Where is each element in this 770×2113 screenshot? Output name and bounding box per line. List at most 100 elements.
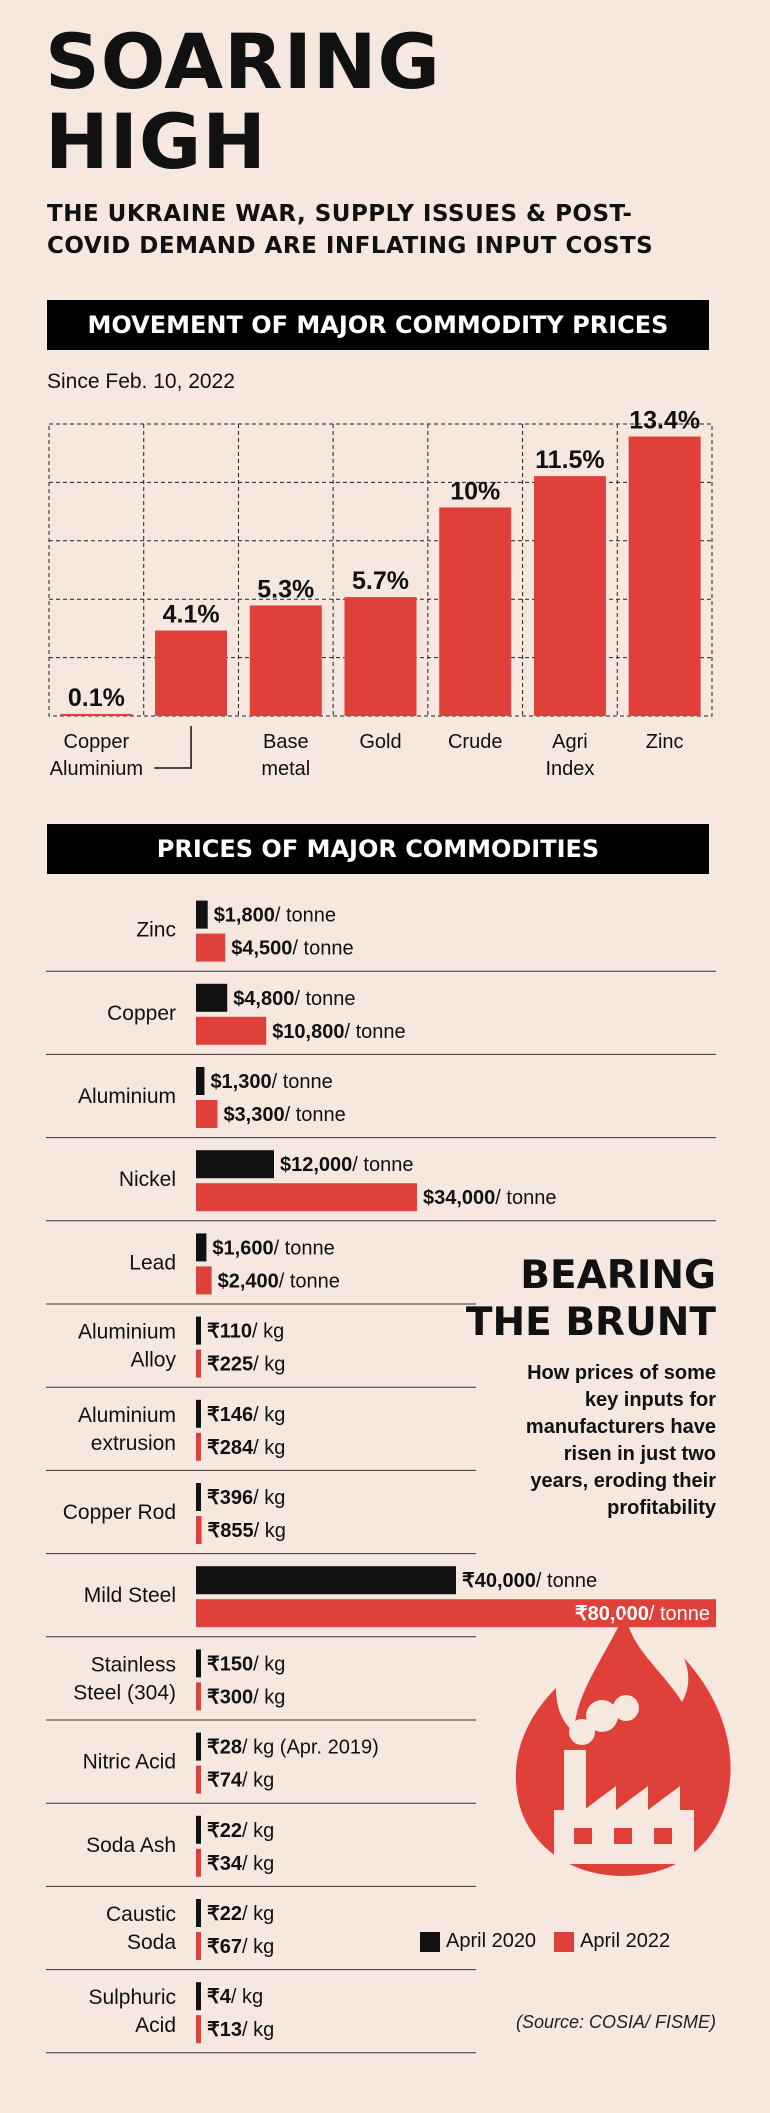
- bar-april-2020: [196, 1899, 201, 1927]
- value-unit: / tonne: [352, 1154, 413, 1176]
- bar-april-2020: [196, 1233, 207, 1262]
- value-label-2020: ₹150/ kg: [207, 1653, 285, 1675]
- value-amount: ₹225: [207, 1354, 253, 1376]
- commodity-row-0: Zinc$1,800/ tonne$4,500/ tonne: [46, 900, 716, 972]
- value-unit: / kg (Apr. 2019): [242, 1737, 379, 1759]
- legend-swatch-2022: [554, 1931, 575, 1952]
- bar-april-2020: [196, 1399, 201, 1428]
- value-amount: ₹22: [207, 1820, 242, 1842]
- bar-april-2020: [196, 1483, 201, 1511]
- value-unit: / tonne: [495, 1187, 556, 1209]
- value-amount: ₹284: [207, 1437, 254, 1459]
- value-amount: ₹150: [207, 1653, 253, 1675]
- bar-april-2020: [196, 1566, 456, 1595]
- bar-april-2020: [196, 1982, 201, 2011]
- value-unit: / tonne: [292, 938, 353, 960]
- subtitle-line1: THE UKRAINE WAR, SUPPLY ISSUES & POST-: [47, 201, 633, 227]
- value-label-2022: $34,000/ tonne: [423, 1187, 556, 1209]
- value-amount: ₹67: [207, 1936, 242, 1958]
- legend-swatch-2020: [420, 1931, 440, 1952]
- commodity-name: Alloy: [130, 1349, 176, 1372]
- bar-april-2020: [196, 1815, 201, 1844]
- bar-april-2022: [196, 1183, 417, 1212]
- bar-value-label-5: 11.5%: [535, 446, 605, 474]
- commodity-name: Aluminium: [78, 1321, 176, 1344]
- bar-6: [628, 436, 701, 716]
- value-label-2020: $1,300/ tonne: [210, 1071, 332, 1093]
- value-amount: ₹300: [207, 1686, 253, 1708]
- value-unit: / kg: [252, 1321, 284, 1343]
- value-label-2020: $4,800/ tonne: [233, 988, 355, 1010]
- commodity-name: Copper: [107, 1002, 176, 1025]
- value-unit: / tonne: [272, 1071, 333, 1093]
- value-label-2020: ₹40,000/ tonne: [462, 1570, 597, 1592]
- value-label-2020: $1,600/ tonne: [212, 1237, 334, 1259]
- value-amount: $34,000: [423, 1187, 495, 1209]
- bar-5: [533, 476, 606, 716]
- bearing-description: How prices of some key inputs for manufa…: [525, 1362, 716, 1519]
- value-amount: ₹4: [207, 1986, 232, 2008]
- value-amount: $1,800: [214, 905, 275, 927]
- value-unit: / kg: [253, 1404, 285, 1426]
- value-unit: / kg: [242, 1770, 274, 1792]
- value-amount: ₹28: [207, 1737, 242, 1759]
- bar-value-label-2: 5.3%: [257, 575, 314, 603]
- legend-label-2022: April 2022: [580, 1930, 671, 1952]
- bar-april-2022: [196, 1599, 716, 1628]
- since-date: Since Feb. 10, 2022: [47, 370, 235, 393]
- value-label-2020: ₹22/ kg: [207, 1903, 274, 1925]
- value-label-2020: ₹4/ kg: [207, 1986, 263, 2008]
- value-label-2022: $2,400/ tonne: [218, 1270, 340, 1292]
- commodity-name: Lead: [129, 1251, 176, 1274]
- subtitle-line2: COVID DEMAND ARE INFLATING INPUT COSTS: [47, 233, 654, 259]
- bar-april-2022: [196, 1848, 201, 1877]
- legend-item-april-2022: April 2022: [554, 1930, 670, 1953]
- bar-value-label-6: 13.4%: [629, 407, 700, 435]
- value-label-2022: $4,500/ tonne: [231, 938, 353, 960]
- commodity-name: Soda: [127, 1931, 176, 1954]
- commodity-row-12: Caustic Soda ₹22/ kg ₹67/ kg: [46, 1899, 476, 1971]
- main-title-line1: SOARING: [45, 17, 441, 106]
- commodity-name: Steel (304): [73, 1681, 176, 1704]
- value-label-2020: ₹146/ kg: [207, 1404, 285, 1426]
- bar-april-2022: [196, 1516, 202, 1544]
- main-title-line2: HIGH: [45, 97, 267, 186]
- value-unit: / kg: [242, 1936, 274, 1958]
- value-amount: ₹146: [207, 1404, 253, 1426]
- commodity-name: Caustic: [106, 1903, 176, 1926]
- category-label-0-0: Copper: [64, 731, 130, 753]
- value-amount: $3,300: [223, 1104, 284, 1126]
- commodity-row-7: Copper Rod₹396/ kg₹855/ kg: [46, 1483, 476, 1555]
- factory-fire-icon: [515, 1614, 731, 1876]
- value-label-2022: ₹300/ kg: [207, 1686, 285, 1708]
- bar-3: [344, 597, 417, 716]
- bar-value-label-1: 4.1%: [163, 600, 220, 628]
- legend: April 2020 April 2022: [420, 1930, 688, 1953]
- commodity-name: Copper Rod: [63, 1501, 176, 1524]
- value-unit: / kg: [253, 1437, 285, 1459]
- commodity-name: Soda Ash: [86, 1834, 176, 1857]
- value-unit: / kg: [242, 1903, 274, 1925]
- commodity-row-10: Nitric Acid ₹28/ kg (Apr. 2019) ₹74/ kg: [46, 1732, 476, 1804]
- value-unit: / tonne: [285, 1104, 346, 1126]
- value-label-2022: ₹34/ kg: [207, 1853, 274, 1875]
- bar-april-2020: [196, 1649, 201, 1678]
- commodity-row-1: Copper $4,800/ tonne $10,800/ tonne: [46, 983, 716, 1055]
- bar-value-label-3: 5.7%: [352, 567, 409, 595]
- category-label-0-1: Aluminium: [50, 758, 143, 780]
- bar-april-2020: [196, 1150, 274, 1179]
- value-unit: / kg: [242, 2019, 274, 2041]
- commodity-row-2: Aluminium$1,300/ tonne$3,300/ tonne: [46, 1067, 716, 1139]
- bar-value-label-4: 10%: [450, 477, 500, 505]
- value-amount: ₹80,000: [575, 1603, 649, 1625]
- bar-april-2022: [196, 1266, 212, 1295]
- commodity-name: Aluminium: [78, 1085, 176, 1108]
- value-unit: / tonne: [294, 988, 355, 1010]
- aluminium-leader-line: [154, 726, 192, 769]
- category-label-5-0: Agri: [552, 731, 588, 753]
- chart-frame: [48, 423, 713, 717]
- value-label-2022: $10,800/ tonne: [272, 1021, 405, 1043]
